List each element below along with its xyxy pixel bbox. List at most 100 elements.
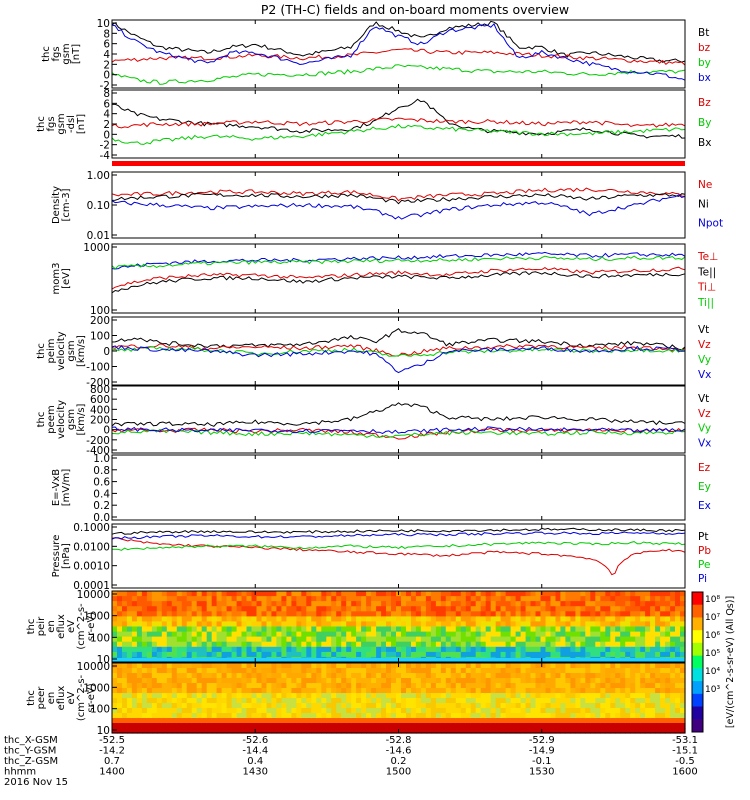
y-axis-label: sr-eV) <box>86 612 97 641</box>
y-axis-label: velocity <box>56 400 67 439</box>
y-axis-label: eV <box>66 620 77 633</box>
y-axis-label: peer <box>36 686 47 710</box>
panel-pressure: 0.1000 0.0100 0.0010 0.0001 Pressure [nPa] Pt P… <box>51 522 711 592</box>
y-tick-label: -2 <box>100 140 110 152</box>
y-axis-label: peem <box>46 405 57 433</box>
legend-Pt: Pt <box>698 531 708 543</box>
panel-frame <box>111 523 686 589</box>
y-tick-label: 8 <box>103 28 110 40</box>
y-axis-label: Density <box>51 186 62 224</box>
y-axis-label: E=-VxB <box>51 469 62 506</box>
colorbar-segment <box>692 655 703 669</box>
y-axis-label: thc <box>41 46 52 62</box>
legend-Bz: Bz <box>698 97 711 109</box>
y-axis-label: en <box>46 620 57 633</box>
y-tick-label: 0 <box>103 346 110 358</box>
series-Pb-line <box>111 537 686 576</box>
legend-Ex: Ex <box>698 500 711 512</box>
colorbar-segment <box>692 592 703 606</box>
x-row-value: -52.5 <box>99 735 125 746</box>
y-tick-label: 0.4 <box>93 488 110 500</box>
colorbar-segment <box>692 668 703 682</box>
y-tick-label: 1000 <box>83 242 110 254</box>
y-tick-label: 0 <box>103 129 110 141</box>
y-axis-label: sr-eV) <box>86 683 97 712</box>
panel-peir_spectrogram: 10000 1000 100 10 thc peir en eflux eV (cm^2-s-sr… <box>26 589 686 666</box>
x-row-value: -0.5 <box>675 756 695 767</box>
series-Bt-line <box>111 20 686 63</box>
colorbar-tick-label: 10⁴ <box>705 667 720 677</box>
y-tick-label: 10000 <box>77 589 110 601</box>
y-tick-label: 0.10 <box>87 200 110 212</box>
x-row-label: thc_Z-GSM <box>4 756 58 767</box>
y-tick-label: 0.0 <box>93 512 110 524</box>
y-tick-label: 10000 <box>77 661 110 673</box>
y-tick-label: 100 <box>90 704 110 716</box>
y-tick-label: 600 <box>90 394 110 406</box>
legend-Ne: Ne <box>698 179 712 191</box>
legend-Ey: Ey <box>698 481 711 493</box>
colorbar-segment <box>692 617 703 631</box>
spectrogram-image <box>112 663 686 734</box>
series-Bx-line <box>111 98 686 139</box>
x-row-value: 0.2 <box>391 756 407 767</box>
series-Pi-line <box>111 531 686 540</box>
legend-bz: bz <box>698 42 711 54</box>
y-tick-label: 100 <box>90 305 110 317</box>
y-axis-label: thc <box>36 116 47 132</box>
colorbar-frame <box>691 591 704 733</box>
y-axis-label: eV <box>66 691 77 704</box>
y-tick-label: 0.2 <box>93 500 110 512</box>
y-axis-label: velocity <box>56 331 67 370</box>
colorbar-segment <box>692 706 703 720</box>
legend-Pe: Pe <box>698 559 710 571</box>
y-tick-label: 2 <box>103 119 110 131</box>
x-row-value: -52.9 <box>529 735 555 746</box>
legend-bx: bx <box>698 72 711 84</box>
legend-Ti⊥: Ti⊥ <box>697 282 716 294</box>
y-tick-label: 0.01 <box>87 230 110 242</box>
y-tick-label: 6 <box>103 39 110 51</box>
panel-frame <box>111 171 686 239</box>
legend-Vz: Vz <box>698 339 711 351</box>
series-Vx-line <box>111 426 686 435</box>
series-by-line <box>111 64 686 85</box>
x-row-value: 1600 <box>672 767 697 778</box>
x-row-value: -0.1 <box>532 756 552 767</box>
panel-peim_velocity: 200 100 0 -100 -200 thc peim velocity gsm [km/s] V… <box>36 315 711 389</box>
y-axis-label: thc <box>26 619 37 635</box>
panel-peer_spectrogram: 10000 1000 100 10 thc peer en eflux eV (cm^2-s-sr… <box>26 661 686 737</box>
y-axis-label: Pressure <box>51 535 62 578</box>
y-tick-label: 1000 <box>83 611 110 623</box>
y-axis-label: gsm <box>66 340 77 361</box>
x-axis-labels: thc_X-GSM -52.5 -52.6 -52.8 -52.9 -53.1 thc_Y-… <box>4 735 698 788</box>
colorbar-tick-label: 10⁷ <box>705 613 720 623</box>
y-axis-label: gsm <box>56 113 67 134</box>
red-bar <box>112 161 685 166</box>
panel-temperature: 1000 100 mom3 [eV] Te⊥ Te|| Ti⊥ Ti|| <box>51 242 718 317</box>
y-axis-label: eflux <box>56 614 67 639</box>
legend-Te⊥: Te⊥ <box>697 251 718 263</box>
colorbar-label: [eV/(cm^2-s-sr-eV) (All Qs)] <box>725 596 736 728</box>
series-By-line <box>111 123 686 145</box>
series-bz-line <box>111 48 686 66</box>
y-axis-label: (cm^2-s- <box>76 674 87 721</box>
series-Vt-line <box>111 402 686 427</box>
series-Ti||-line <box>111 255 686 270</box>
colorbar-segment <box>692 604 703 618</box>
legend-Bt: Bt <box>698 27 709 39</box>
y-axis-label: peim <box>46 338 57 363</box>
x-row-value: -14.6 <box>386 746 412 757</box>
y-tick-label: 0.8 <box>93 465 110 477</box>
series-Te⊥-line <box>111 266 686 290</box>
y-tick-label: 0.0100 <box>73 541 110 553</box>
y-axis-label: fgs <box>46 116 57 131</box>
legend-Vy: Vy <box>698 423 711 435</box>
series-bx-line <box>111 23 686 81</box>
legend-Vt: Vt <box>698 324 709 336</box>
legend-Vy: Vy <box>698 354 711 366</box>
y-tick-label: 10 <box>97 18 110 30</box>
